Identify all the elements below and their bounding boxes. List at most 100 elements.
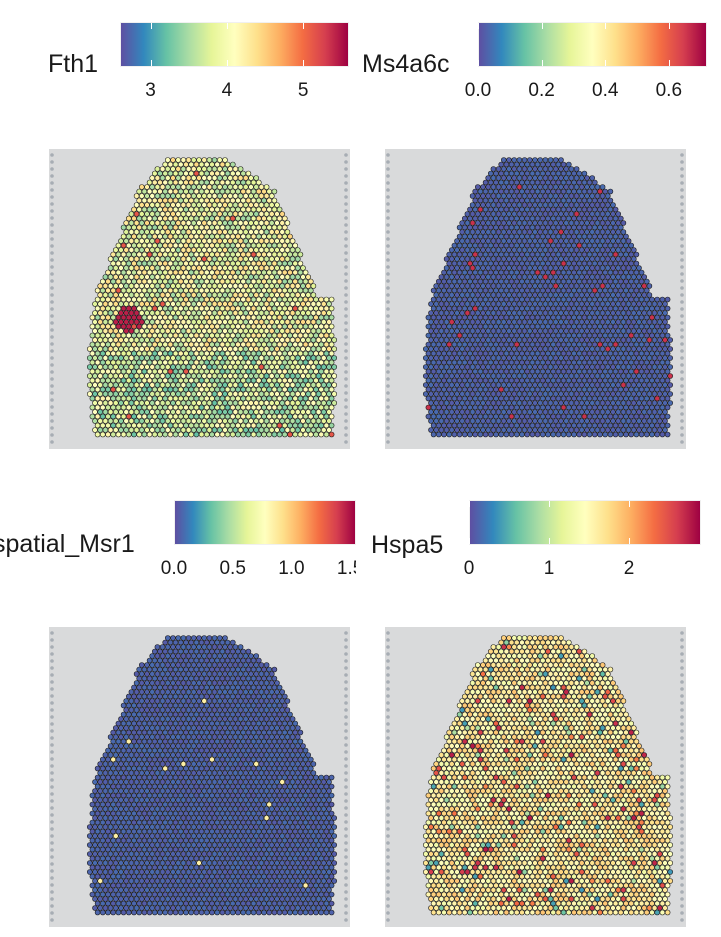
spot — [503, 188, 510, 195]
spot — [276, 260, 283, 267]
spot — [232, 238, 239, 244]
spot — [433, 283, 440, 289]
spot — [222, 283, 228, 289]
spot — [547, 427, 554, 433]
spot — [154, 211, 161, 217]
spot — [139, 283, 145, 289]
spot — [146, 386, 153, 393]
fiducial-dot — [50, 426, 54, 430]
spot — [615, 220, 621, 226]
spot — [495, 292, 502, 298]
spot — [573, 283, 580, 289]
spot — [521, 319, 528, 325]
spot — [217, 220, 223, 226]
spot — [521, 427, 528, 433]
spot — [656, 328, 663, 334]
spot — [165, 256, 171, 262]
spot — [576, 350, 582, 357]
spot — [261, 404, 267, 411]
spot — [209, 242, 215, 249]
spot — [209, 395, 215, 402]
spot — [581, 251, 588, 258]
spot — [438, 400, 445, 406]
spot — [581, 314, 588, 321]
spot — [204, 422, 210, 429]
spot — [568, 400, 575, 406]
spot — [597, 395, 603, 402]
fiducial-dot — [386, 230, 390, 234]
fiducial-dot — [386, 335, 390, 339]
spot — [157, 413, 163, 420]
spot — [292, 287, 298, 294]
fiducial-dot — [386, 293, 390, 297]
spot — [245, 341, 252, 348]
spot — [618, 296, 624, 303]
spot — [488, 395, 494, 402]
spot — [271, 188, 278, 195]
spot — [605, 274, 611, 280]
spot — [92, 346, 98, 352]
spot — [167, 404, 174, 411]
spot — [315, 328, 322, 334]
spot — [586, 278, 593, 285]
spot — [602, 188, 608, 195]
spot — [605, 202, 611, 208]
spot — [516, 319, 523, 325]
spot — [99, 287, 106, 294]
spot — [185, 175, 192, 181]
spot — [584, 265, 590, 271]
spot — [191, 184, 197, 190]
spot — [118, 391, 124, 397]
spot — [183, 350, 189, 357]
spot — [550, 224, 556, 231]
spot — [170, 202, 176, 208]
spot — [514, 287, 520, 294]
spot — [631, 292, 637, 298]
spot — [263, 364, 270, 370]
spot — [232, 319, 239, 325]
spot — [219, 197, 226, 204]
spot — [610, 238, 616, 244]
spot — [198, 413, 205, 420]
spot — [237, 301, 244, 307]
spot — [222, 427, 228, 433]
spot — [485, 220, 491, 226]
spot — [310, 355, 317, 361]
spot — [94, 422, 101, 429]
spot — [243, 274, 249, 280]
spot — [157, 305, 163, 312]
spot — [139, 355, 145, 361]
spot — [480, 319, 486, 325]
spot — [615, 265, 621, 271]
spot — [612, 251, 619, 258]
spot — [326, 382, 332, 388]
spot — [217, 364, 223, 370]
spot — [245, 404, 252, 411]
spot — [170, 373, 176, 379]
spot — [271, 332, 278, 339]
spot — [553, 391, 559, 397]
spot — [542, 211, 549, 217]
spot — [211, 355, 218, 361]
spot — [149, 193, 155, 199]
spot — [485, 229, 491, 235]
spot — [646, 301, 653, 307]
spot — [279, 238, 285, 244]
spot — [211, 229, 218, 235]
fiducial-dot — [50, 258, 54, 262]
spot — [204, 251, 210, 258]
spot — [240, 260, 246, 267]
spot — [586, 368, 593, 375]
spot — [133, 211, 140, 217]
spot — [219, 386, 226, 393]
spot — [503, 197, 510, 204]
spot — [209, 197, 215, 204]
spot — [170, 184, 176, 190]
spot — [300, 382, 306, 388]
spot — [222, 418, 228, 424]
spot — [641, 427, 648, 433]
spot — [576, 260, 582, 267]
spot — [146, 296, 153, 303]
spot — [643, 377, 650, 384]
spot — [656, 427, 663, 433]
